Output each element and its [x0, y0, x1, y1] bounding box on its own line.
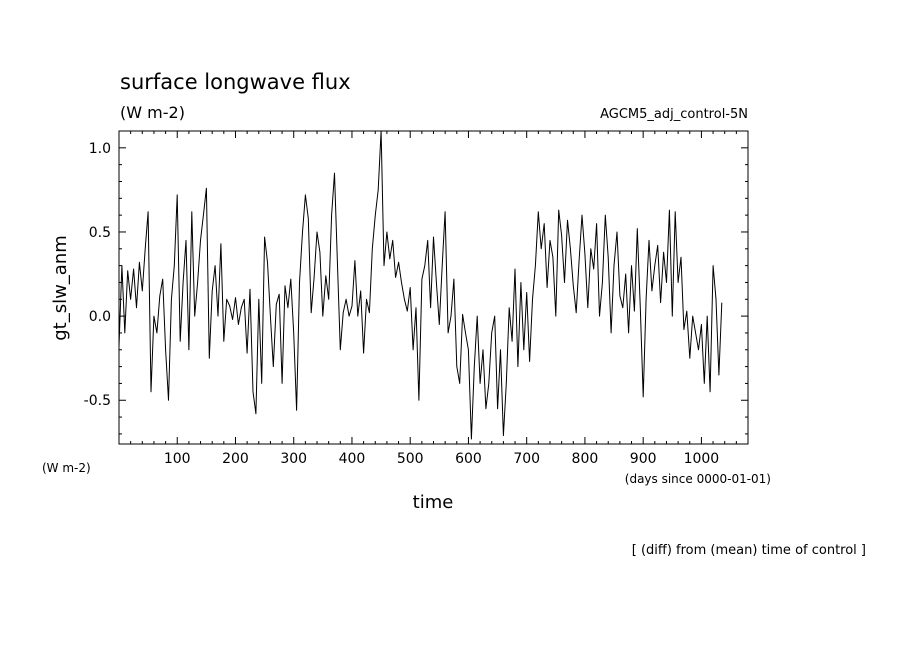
y-axis-ticks: -0.5 0.0 0.5 1.0: [84, 130, 748, 435]
y-tick-label: 1.0: [89, 141, 111, 157]
x-tick-label: 500: [397, 451, 424, 467]
x-tick-label: 700: [513, 451, 540, 467]
x-tick-label: 600: [455, 451, 482, 467]
x-tick-label: 100: [164, 451, 191, 467]
series-layer: [118, 130, 723, 440]
series-line: [118, 130, 723, 440]
x-axis-ticks: 100 200 300 400 500 600 700 800 900 1000: [130, 131, 737, 467]
run-label: AGCM5_adj_control-5N: [600, 107, 748, 122]
chart-title-units: (W m-2): [120, 103, 185, 122]
chart-title: surface longwave flux: [120, 70, 351, 94]
plot-frame: [118, 130, 749, 445]
x-tick-label: 200: [222, 451, 249, 467]
y-tick-label: 0.5: [89, 225, 111, 241]
x-tick-label: 300: [280, 451, 307, 467]
x-tick-label: 800: [572, 451, 599, 467]
y-tick-label: -0.5: [84, 393, 111, 409]
y-tick-label: 0.0: [89, 309, 111, 325]
x-axis-label: time: [413, 492, 454, 513]
x-tick-label: 400: [339, 451, 366, 467]
x-tick-label: 900: [630, 451, 657, 467]
y-axis-units: (W m-2): [42, 461, 91, 475]
x-tick-label: 1000: [684, 451, 720, 467]
footnote: [ (diff) from (mean) time of control ]: [632, 543, 866, 558]
y-axis-label: gt_slw_anm: [50, 235, 71, 341]
x-axis-units: (days since 0000-01-01): [625, 472, 771, 486]
